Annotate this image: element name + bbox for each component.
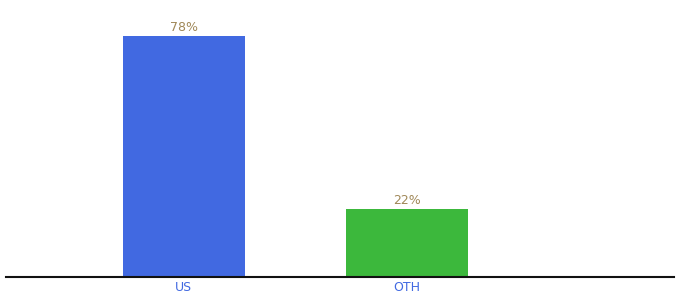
Bar: [345, 209, 469, 277]
Text: 22%: 22%: [393, 194, 421, 207]
Text: 78%: 78%: [170, 21, 198, 34]
Bar: [122, 36, 245, 277]
